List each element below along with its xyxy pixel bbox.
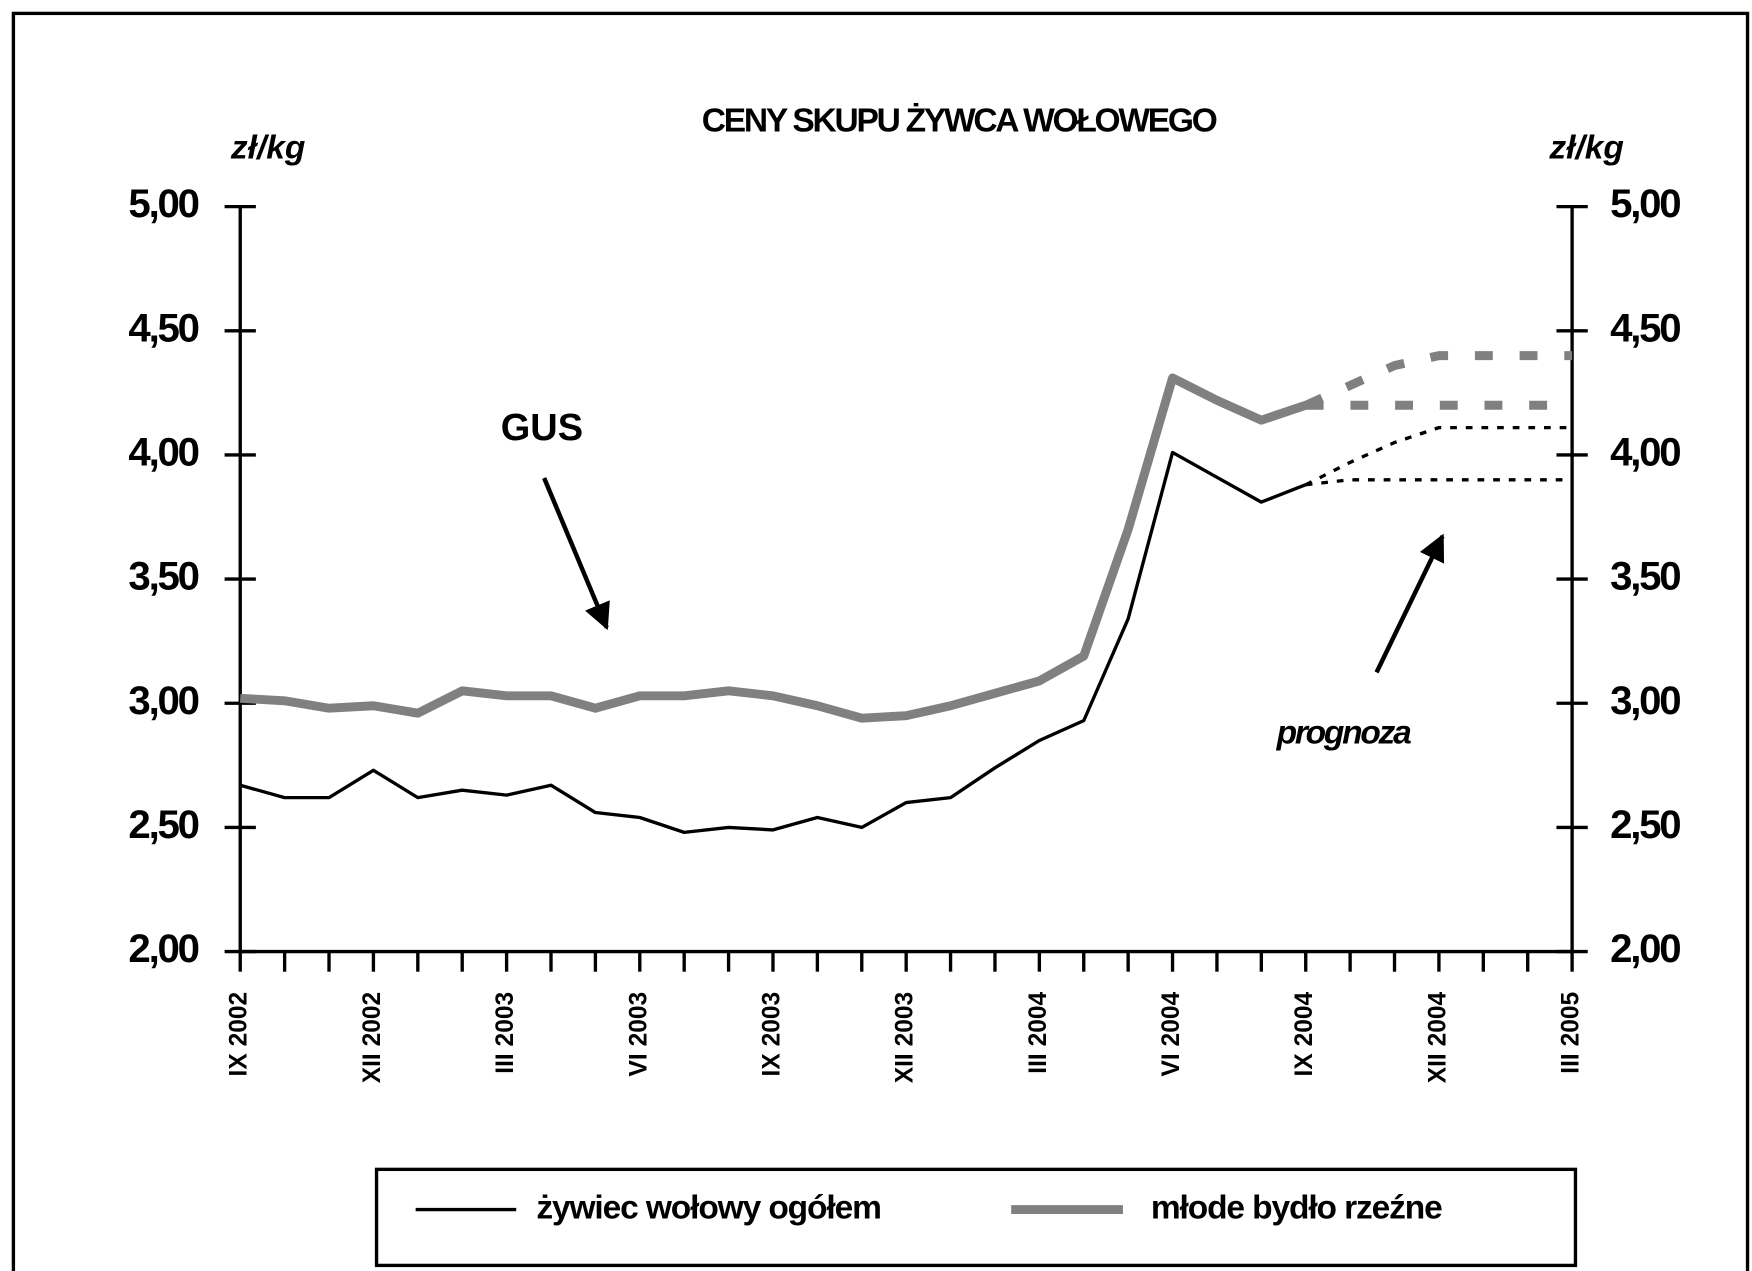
chart-title: CENY SKUPU ŻYWCA WOŁOWEGO <box>702 103 1217 140</box>
y2-tick-label: 3,50 <box>1610 554 1680 599</box>
y2-tick-label: 4,50 <box>1610 305 1680 350</box>
y-tick-label: 4,00 <box>128 430 198 475</box>
y-tick-label: 3,50 <box>128 554 198 599</box>
x-tick-label: IX 2002 <box>226 992 253 1077</box>
forecast-line <box>1303 351 1573 410</box>
y2-tick-label: 5,00 <box>1610 181 1680 226</box>
y2-tick-label: 4,00 <box>1610 430 1680 475</box>
annotation-arrow <box>542 477 610 631</box>
x-tick-label: III 2004 <box>1025 991 1052 1073</box>
x-tick-label: IX 2003 <box>758 992 785 1077</box>
y-tick-label: 2,50 <box>128 802 198 847</box>
series-line <box>239 450 1307 835</box>
x-tick-label: IX 2004 <box>1291 991 1318 1076</box>
y2-tick-label: 3,00 <box>1610 678 1680 723</box>
y-tick-label: 4,50 <box>128 305 198 350</box>
y-axis-unit: zł/kg <box>230 130 305 167</box>
y-tick-label: 5,00 <box>128 181 198 226</box>
annotation-arrow <box>1374 533 1445 674</box>
forecast-line <box>1304 425 1573 487</box>
annotation: prognoza <box>1276 715 1411 752</box>
y-tick-label: 3,00 <box>128 678 198 723</box>
annotation: GUS <box>501 407 583 449</box>
y2-axis-unit: zł/kg <box>1548 130 1623 167</box>
forecast-line <box>1305 478 1573 487</box>
y-tick-label: 2,00 <box>128 926 198 971</box>
x-tick-label: XII 2004 <box>1424 991 1451 1083</box>
legend-label: żywiec wołowy ogółem <box>536 1189 880 1226</box>
frame <box>11 11 1750 1271</box>
x-tick-label: XII 2003 <box>892 992 919 1083</box>
x-tick-label: III 2003 <box>492 992 519 1074</box>
series-line <box>239 373 1308 723</box>
legend <box>374 1167 1578 1268</box>
x-tick-label: VI 2004 <box>1158 991 1185 1076</box>
x-tick-label: III 2005 <box>1558 992 1585 1074</box>
x-tick-label: XII 2002 <box>359 992 386 1083</box>
legend-label: młode bydło rzeźne <box>1151 1189 1442 1226</box>
y2-tick-label: 2,00 <box>1610 926 1680 971</box>
x-tick-label: VI 2003 <box>625 992 652 1077</box>
y2-tick-label: 2,50 <box>1610 802 1680 847</box>
